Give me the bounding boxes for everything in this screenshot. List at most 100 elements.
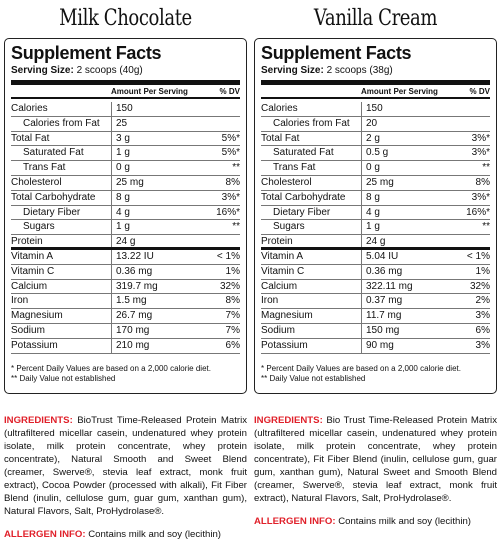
nutrient-dv: 1% (475, 265, 490, 277)
nutrient-dv: < 1% (216, 250, 240, 262)
nutrient-name: Calories (261, 103, 298, 114)
allergen-body: Contains milk and soy (lecithin) (335, 516, 471, 527)
nutrient-amount: 20 (361, 116, 457, 131)
nutrient-row: Total Carbohydrate 8 g 3%* (261, 190, 490, 206)
nutrient-name: Iron (261, 295, 279, 307)
nutrient-dv: < 1% (466, 250, 490, 262)
nutrient-row: Sugars 1 g ** (11, 220, 240, 236)
table-header: Amount Per Serving % DV (261, 85, 490, 99)
nutrient-name: Cholesterol (261, 176, 312, 188)
nutrient-amount: 1 g (361, 220, 457, 235)
nutrient-amount: 25 mg (361, 175, 457, 190)
nutrient-amount: 5.04 IU (361, 249, 457, 264)
nutrient-row: Vitamin A 5.04 IU < 1% (261, 249, 490, 265)
dv-header: % DV (219, 87, 240, 96)
nutrient-row: Saturated Fat 0.5 g 3%* (261, 146, 490, 162)
supplement-facts-title: Supplement Facts (261, 43, 412, 63)
nutrient-dv: 32% (469, 280, 490, 292)
nutrient-name: Vitamin C (11, 265, 55, 277)
nutrient-name: Calcium (11, 280, 48, 292)
nutrient-rows: Calories 150 Calories from Fat 25 Total Fat 3… (11, 102, 240, 354)
nutrient-name: Calories (11, 103, 48, 114)
allergen-info: ALLERGEN INFO: Contains milk and soy (le… (4, 528, 247, 541)
ingredients-label: INGREDIENTS: (4, 415, 73, 426)
nutrient-name: Sugars (273, 221, 305, 233)
nutrient-name: Protein (11, 236, 43, 248)
nutrient-row: Calories from Fat 20 (261, 116, 490, 132)
nutrient-row: Magnesium 11.7 mg 3% (261, 309, 490, 324)
allergen-label: ALLERGEN INFO: (254, 516, 336, 527)
nutrient-row: Sodium 170 mg 7% (11, 323, 240, 339)
milk-chocolate-column: Milk Chocolate Supplement Facts Serving … (4, 0, 247, 541)
nutrient-dv: 6% (225, 339, 240, 351)
ingredients-label: INGREDIENTS: (254, 415, 323, 426)
nutrient-dv: 32% (219, 280, 240, 292)
ingredients-text: INGREDIENTS: Bio Trust Time-Released Pro… (254, 414, 497, 505)
nutrient-name: Calories from Fat (273, 117, 350, 129)
nutrient-name: Dietary Fiber (23, 206, 81, 218)
nutrient-dv: 3% (475, 310, 490, 322)
nutrient-amount: 90 mg (361, 338, 457, 353)
nutrient-dv (457, 235, 490, 247)
nutrient-row: Sodium 150 mg 6% (261, 323, 490, 339)
nutrient-amount: 8 g (361, 190, 457, 205)
nutrient-row: Iron 1.5 mg 8% (11, 294, 240, 310)
nutrient-dv: 3% (475, 339, 490, 351)
nutrient-amount: 1.5 mg (111, 294, 207, 309)
dv-header: % DV (469, 87, 490, 96)
nutrient-amount: 25 mg (111, 175, 207, 190)
nutrient-row: Total Fat 2 g 3%* (261, 131, 490, 147)
nutrient-dv: 7% (225, 324, 240, 336)
nutrient-name: Saturated Fat (273, 147, 334, 159)
nutrient-row: Calories 150 (261, 102, 490, 117)
nutrient-row: Calories from Fat 25 (11, 116, 240, 132)
allergen-body: Contains milk and soy (lecithin) (85, 529, 221, 540)
nutrient-amount: 0.36 mg (111, 264, 207, 279)
supplement-facts-panel: Supplement Facts Serving Size: 2 scoops … (254, 38, 497, 394)
footnotes: * Percent Daily Values are based on a 2,… (261, 364, 490, 384)
nutrient-amount: 2 g (361, 131, 457, 146)
nutrient-dv: 16%* (466, 206, 490, 218)
nutrient-row: Vitamin C 0.36 mg 1% (11, 264, 240, 280)
nutrient-amount: 0 g (111, 161, 207, 175)
nutrient-row: Magnesium 26.7 mg 7% (11, 309, 240, 324)
nutrient-name: Dietary Fiber (273, 206, 331, 218)
serving-size-label: Serving Size: (11, 65, 74, 76)
nutrient-name: Iron (11, 295, 29, 307)
nutrient-name: Trans Fat (273, 162, 316, 174)
nutrient-amount: 4 g (361, 205, 457, 220)
nutrient-dv: ** (232, 162, 240, 174)
nutrient-dv: ** (482, 221, 490, 233)
nutrient-dv: 2% (475, 295, 490, 307)
amount-header: Amount Per Serving (361, 87, 438, 96)
nutrient-row: Dietary Fiber 4 g 16%* (261, 205, 490, 221)
nutrient-amount: 4 g (111, 205, 207, 220)
nutrient-dv (457, 117, 490, 131)
nutrient-row: Vitamin C 0.36 mg 1% (261, 264, 490, 280)
serving-size-value: 2 scoops (40g) (76, 65, 143, 76)
nutrient-amount: 24 g (361, 235, 457, 247)
nutrient-amount: 25 (111, 116, 207, 131)
ingredients-text: INGREDIENTS: BioTrust Time-Released Prot… (4, 414, 247, 518)
nutrient-dv: 3%* (471, 132, 490, 144)
nutrient-name: Magnesium (11, 310, 63, 322)
nutrient-row: Protein 24 g (261, 235, 490, 250)
nutrient-row: Total Carbohydrate 8 g 3%* (11, 190, 240, 206)
nutrient-rows: Calories 150 Calories from Fat 20 Total Fat 2… (261, 102, 490, 354)
nutrient-name: Potassium (11, 339, 58, 351)
nutrient-row: Dietary Fiber 4 g 16%* (11, 205, 240, 221)
nutrient-amount: 11.7 mg (361, 309, 457, 323)
table-header: Amount Per Serving % DV (11, 85, 240, 99)
nutrient-amount: 24 g (111, 235, 207, 247)
nutrient-dv: ** (482, 162, 490, 174)
nutrient-amount: 1 g (111, 146, 207, 161)
nutrient-dv (207, 102, 240, 116)
nutrient-amount: 150 (111, 102, 207, 116)
nutrient-amount: 0.5 g (361, 146, 457, 161)
nutrient-row: Calcium 319.7 mg 32% (11, 279, 240, 295)
nutrient-amount: 170 mg (111, 323, 207, 338)
nutrient-name: Potassium (261, 339, 308, 351)
nutrient-dv: 3%* (471, 147, 490, 159)
nutrient-row: Trans Fat 0 g ** (11, 161, 240, 176)
footnote-dv: * Percent Daily Values are based on a 2,… (261, 363, 461, 373)
